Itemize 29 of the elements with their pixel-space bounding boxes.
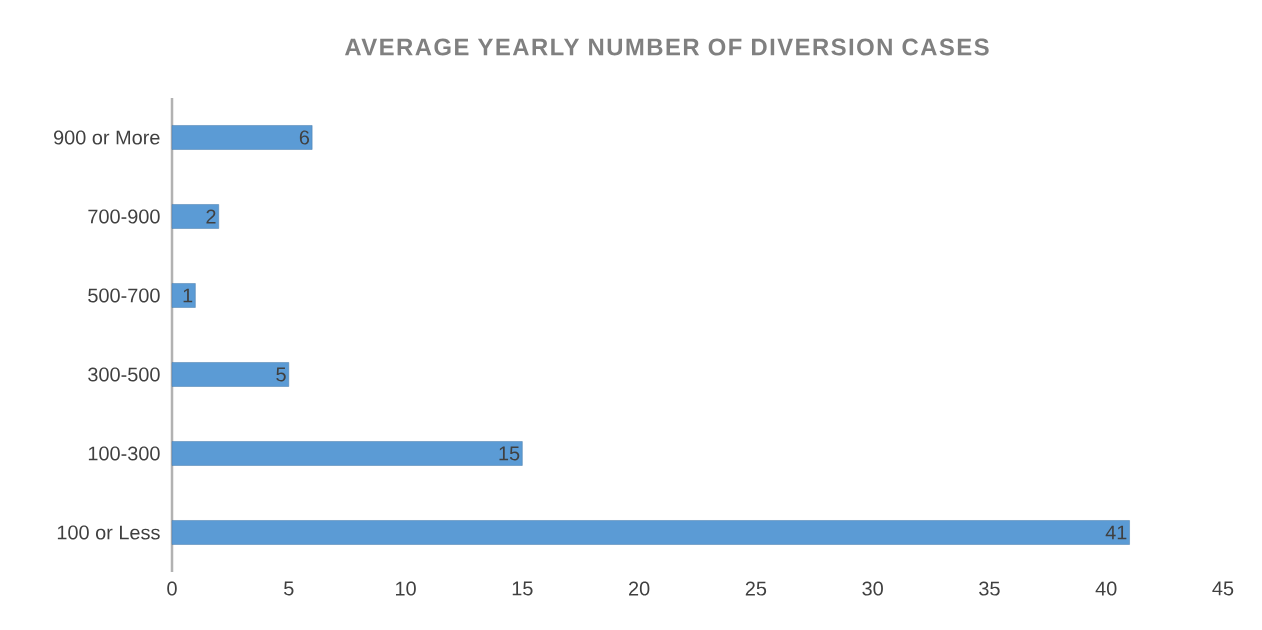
x-tick-label: 15: [512, 581, 533, 596]
data-label: 41: [1105, 525, 1127, 540]
y-tick-label: 900 or More: [54, 130, 160, 145]
data-label: 5: [276, 367, 286, 382]
x-tick-label: 5: [284, 581, 294, 596]
x-tick-label: 0: [167, 581, 177, 596]
data-label: 1: [183, 288, 193, 303]
bar: [171, 520, 1130, 545]
bar: [171, 283, 196, 308]
x-tick-label: 20: [629, 581, 650, 596]
chart-title: AVERAGE YEARLY NUMBER OF DIVERSION CASES: [344, 38, 989, 56]
x-tick-label: 40: [1095, 581, 1117, 596]
bar: [171, 125, 313, 150]
bar: [171, 441, 523, 466]
y-tick-label: 500-700: [88, 288, 160, 303]
x-tick-label: 45: [1212, 581, 1234, 596]
x-tick-label: 30: [862, 581, 883, 596]
y-tick-label: 100-300: [88, 446, 160, 461]
y-tick-label: 100 or Less: [57, 525, 160, 540]
y-tick-label: 300-500: [88, 367, 160, 382]
bar: [171, 362, 290, 387]
data-label: 15: [499, 446, 520, 461]
data-label: 6: [299, 130, 310, 145]
x-tick-label: 10: [395, 581, 416, 596]
x-tick-label: 25: [745, 581, 767, 596]
y-tick-label: 700-900: [88, 209, 160, 224]
x-tick-label: 35: [979, 581, 1000, 596]
bar: [171, 204, 219, 229]
data-label: 2: [206, 209, 216, 224]
